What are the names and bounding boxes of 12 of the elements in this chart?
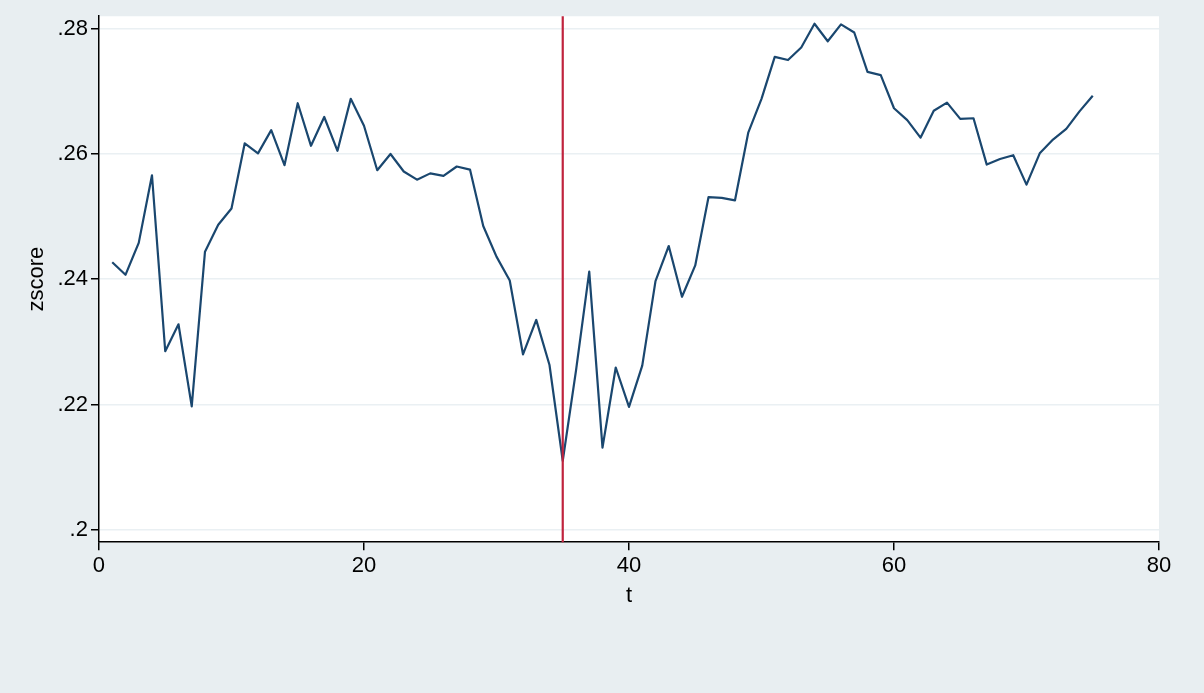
- x-tick-label: 40: [616, 552, 642, 578]
- y-tick-label: .26: [57, 140, 88, 166]
- y-tick-label: .24: [57, 265, 88, 291]
- x-tick-label: 80: [1146, 552, 1172, 578]
- x-tick-label: 60: [881, 552, 907, 578]
- x-tick-label: 20: [351, 552, 377, 578]
- y-tick-label: .2: [69, 515, 88, 541]
- x-tick-label: 0: [92, 552, 106, 578]
- y-axis-title: zscore: [23, 246, 49, 312]
- x-axis-title: t: [625, 581, 633, 607]
- y-tick-label: .28: [57, 14, 88, 40]
- y-tick-label: .22: [57, 390, 88, 416]
